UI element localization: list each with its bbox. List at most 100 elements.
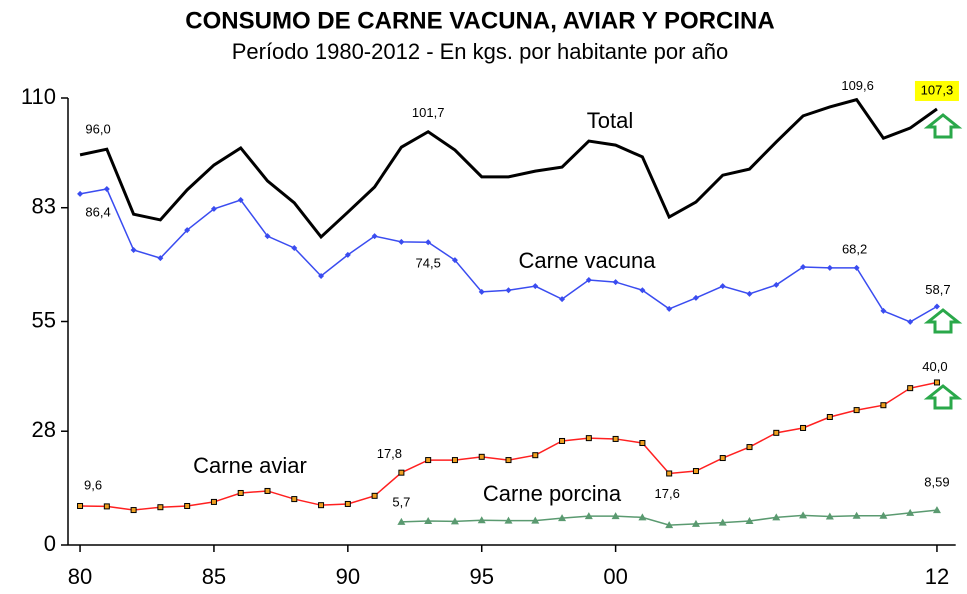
point: [666, 470, 673, 477]
point: [130, 246, 137, 253]
point: [157, 504, 164, 511]
x-tick-label: 95: [469, 564, 493, 589]
point: [933, 303, 940, 310]
point: [639, 287, 646, 294]
y-tick-label: 83: [32, 194, 56, 219]
point: [425, 239, 432, 246]
point: [611, 512, 620, 520]
point: [398, 469, 405, 476]
point: [612, 279, 619, 286]
up-arrow: [923, 113, 963, 139]
point: [532, 452, 539, 459]
y-tick-label: 28: [32, 417, 56, 442]
point: [237, 489, 244, 496]
point: [639, 440, 646, 447]
point: [718, 518, 727, 526]
point: [451, 257, 458, 264]
point: [800, 424, 807, 431]
point: [291, 496, 298, 503]
point: [666, 305, 673, 312]
point: [344, 500, 351, 507]
chart-subtitle: Período 1980-2012 - En kgs. por habitant…: [232, 39, 729, 64]
point: [210, 205, 217, 212]
point: [450, 517, 459, 525]
point: [559, 437, 566, 444]
point: [558, 514, 567, 522]
point: [371, 233, 378, 240]
point: [932, 506, 941, 514]
point: [853, 264, 860, 271]
point: [907, 385, 914, 392]
series-name: Total: [587, 108, 633, 133]
point: [826, 413, 833, 420]
point: [184, 502, 191, 509]
point: [425, 457, 432, 464]
point: [157, 255, 164, 262]
series-line: [79, 97, 938, 240]
point: [638, 513, 647, 521]
point: [799, 511, 808, 519]
data-label: 86,4: [85, 204, 110, 219]
point: [879, 511, 888, 519]
data-label: 109,6: [841, 78, 874, 93]
point: [585, 277, 592, 284]
chart-title: CONSUMO DE CARNE VACUNA, AVIAR Y PORCINA: [185, 7, 774, 34]
point: [504, 516, 513, 524]
data-label: 107,3: [921, 82, 954, 97]
point: [103, 186, 110, 193]
point: [745, 517, 754, 525]
point: [478, 288, 485, 295]
point: [451, 457, 458, 464]
series-line: [79, 188, 938, 323]
point: [719, 283, 726, 290]
up-arrow: [923, 308, 963, 334]
point: [719, 455, 726, 462]
point: [264, 233, 271, 240]
x-tick-label: 85: [202, 564, 226, 589]
point: [237, 196, 244, 203]
point: [210, 498, 217, 505]
point: [906, 508, 915, 516]
point: [692, 468, 699, 475]
point: [103, 503, 110, 510]
data-label: 68,2: [842, 241, 867, 256]
point: [907, 318, 914, 325]
point: [612, 435, 619, 442]
x-tick-label: 90: [336, 564, 360, 589]
point: [691, 519, 700, 527]
data-label: 58,7: [925, 282, 950, 297]
data-label: 5,7: [392, 494, 410, 509]
x-tick-label: 80: [68, 564, 92, 589]
label-highlight: [914, 80, 959, 101]
data-label: 96,0: [85, 121, 110, 136]
point: [371, 492, 378, 499]
point: [746, 290, 753, 297]
point: [318, 502, 325, 509]
point: [264, 487, 271, 494]
point: [880, 402, 887, 409]
y-tick-label: 55: [32, 307, 56, 332]
point: [772, 513, 781, 521]
arrows: [923, 113, 963, 410]
point: [478, 453, 485, 460]
point: [692, 294, 699, 301]
point: [532, 283, 539, 290]
point: [933, 379, 940, 386]
point: [825, 512, 834, 520]
up-arrow: [923, 384, 963, 410]
data-label: 8,59: [924, 475, 949, 490]
point: [505, 457, 512, 464]
point: [853, 407, 860, 414]
point: [130, 507, 137, 514]
series-name: Carne aviar: [193, 453, 307, 478]
series-name: Carne vacuna: [519, 248, 657, 273]
point: [77, 502, 84, 509]
x-tick-label: 00: [603, 564, 627, 589]
point: [852, 511, 861, 519]
series-name: Carne porcina: [483, 481, 622, 506]
point: [665, 521, 674, 529]
point: [398, 238, 405, 245]
y-tick-label: 110: [21, 84, 56, 109]
data-label: 17,6: [655, 486, 680, 501]
